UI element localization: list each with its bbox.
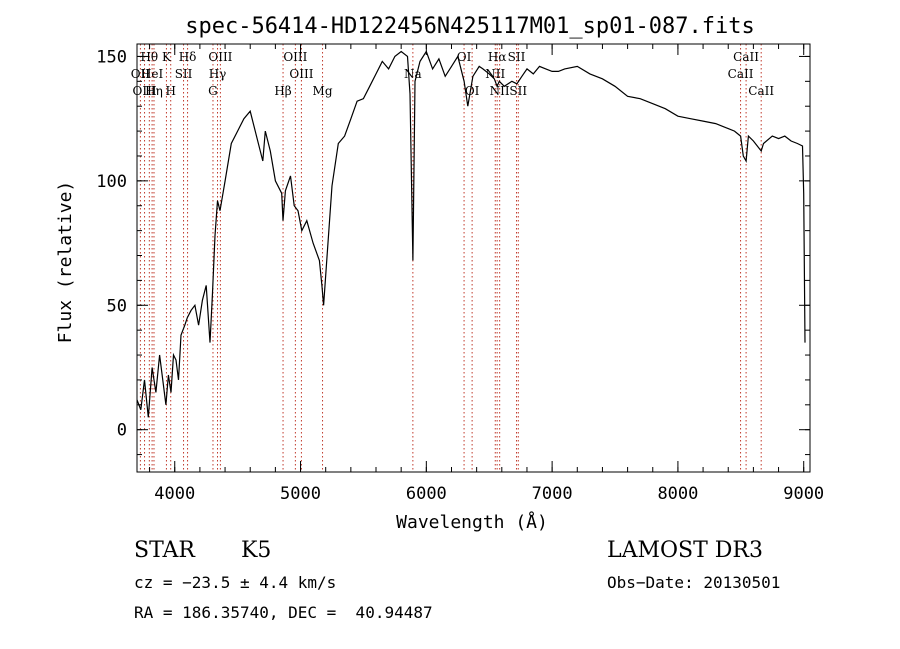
line-marker-label: SII — [509, 84, 527, 98]
line-marker-label: HeI — [141, 67, 164, 81]
line-marker-label: SII — [175, 67, 193, 81]
line-marker-label: OI — [465, 84, 480, 98]
line-marker-label: NII — [490, 84, 510, 98]
line-marker-label: CaII — [728, 67, 754, 81]
velocity-readout: cz = −23.5 ± 4.4 km/s — [134, 573, 337, 592]
line-marker-label: Mg — [313, 84, 333, 98]
line-marker-label: CaII — [748, 84, 774, 98]
obs-date: Obs−Date: 20130501 — [607, 573, 781, 592]
line-marker-label: OIII — [208, 50, 232, 64]
x-tick-label: 4000 — [154, 484, 195, 504]
y-axis: 0 50 100 150 — [96, 47, 810, 456]
line-marker-label: H — [165, 84, 175, 98]
line-marker-label: G — [208, 84, 218, 98]
y-tick-label: 100 — [96, 172, 127, 192]
spectrum-line — [136, 50, 806, 418]
survey-name: LAMOST DR3 — [607, 538, 763, 563]
y-tick-label: 150 — [96, 47, 127, 67]
object-subclass: K5 — [241, 538, 272, 563]
coordinates-readout: RA = 186.35740, DEC = 40.94487 — [134, 603, 433, 622]
object-class: STAR — [134, 538, 195, 563]
line-marker-label: Hγ — [209, 67, 227, 81]
line-marker-label: OIII — [133, 84, 157, 98]
line-marker-label: OIII — [283, 50, 307, 64]
x-tick-label: 9000 — [783, 484, 824, 504]
line-marker-label: NII — [485, 67, 505, 81]
y-tick-label: 0 — [117, 421, 127, 441]
x-tick-label: 8000 — [657, 484, 698, 504]
x-tick-label: 5000 — [280, 484, 321, 504]
line-marker-label: K — [162, 50, 172, 64]
x-tick-label: 7000 — [532, 484, 573, 504]
line-marker-label: OI — [457, 50, 472, 64]
line-marker-label: SII — [508, 50, 526, 64]
plot-frame — [136, 43, 811, 473]
y-tick-label: 50 — [107, 296, 127, 316]
line-marker-label: Na — [404, 67, 422, 81]
line-marker-label: CaII — [733, 50, 759, 64]
y-axis-label: Flux (relative) — [55, 181, 76, 344]
x-axis-label: Wavelength (Å) — [396, 511, 548, 533]
chart-title: spec-56414-HD122456N425117M01_sp01-087.f… — [185, 14, 755, 39]
line-marker-label: OIII — [289, 67, 313, 81]
line-marker-label: Hα — [488, 50, 507, 64]
line-marker-label: Hη — [145, 84, 163, 98]
line-marker-label: Hθ — [140, 50, 158, 64]
line-marker-label: Hβ — [274, 84, 291, 98]
x-axis: 4000 5000 6000 7000 8000 9000 — [149, 44, 824, 504]
x-tick-label: 6000 — [406, 484, 447, 504]
emission-line-markers — [139, 44, 762, 472]
line-marker-label: Hδ — [179, 50, 197, 64]
line-marker-label: OII — [131, 67, 151, 81]
